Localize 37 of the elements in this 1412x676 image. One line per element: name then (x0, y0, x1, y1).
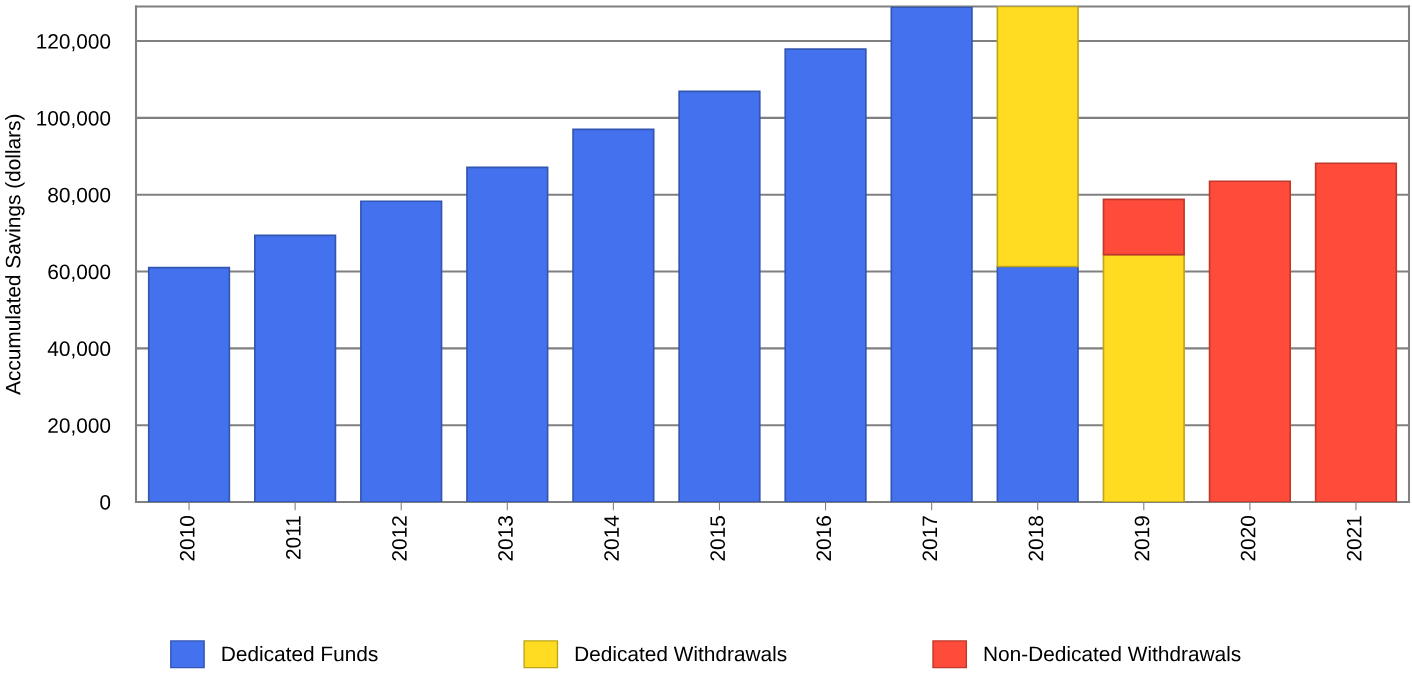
x-tick-label: 2010 (179, 516, 195, 561)
bar (572, 128, 655, 502)
bar (1208, 180, 1292, 502)
bar (1102, 198, 1185, 256)
y-tick-label: 120,000 (37, 34, 111, 52)
x-tick-label: 2018 (1028, 516, 1044, 561)
legend-label: Non-Dedicated Withdrawals (984, 646, 1241, 662)
bar (678, 90, 761, 502)
x-tick-label: 2011 (285, 516, 301, 559)
x-tick-label: 2021 (1346, 516, 1362, 561)
x-tick-label: 2014 (604, 515, 619, 561)
x-tick-label: 2012 (392, 516, 407, 561)
bar (996, 265, 1079, 502)
legend-label: Dedicated Funds (222, 646, 378, 662)
x-tick-label: 2017 (922, 516, 938, 561)
y-axis-title: Accumulated Savings (dollars) (5, 114, 25, 395)
y-tick-label: 100,000 (37, 110, 111, 129)
bar (360, 200, 443, 502)
y-tick-label: 0 (100, 495, 111, 510)
bar (253, 234, 337, 502)
x-tick-label: 2013 (498, 516, 513, 561)
x-tick-label: 2016 (816, 516, 832, 561)
x-tick-label: 2015 (710, 516, 726, 561)
bar (1102, 253, 1185, 502)
y-tick-label: 60,000 (48, 264, 111, 282)
bar (466, 166, 549, 502)
legend-label: Dedicated Withdrawals (575, 646, 787, 662)
y-tick-label: 80,000 (48, 187, 111, 205)
y-tick-label: 40,000 (47, 341, 111, 359)
bar (996, 6, 1079, 268)
bar (890, 6, 973, 502)
bar (784, 48, 867, 502)
x-tick-label: 2020 (1240, 516, 1256, 561)
bar (1314, 162, 1398, 502)
x-tick-label: 2019 (1134, 516, 1150, 561)
bar (147, 266, 231, 502)
y-tick-label: 20,000 (48, 418, 111, 436)
